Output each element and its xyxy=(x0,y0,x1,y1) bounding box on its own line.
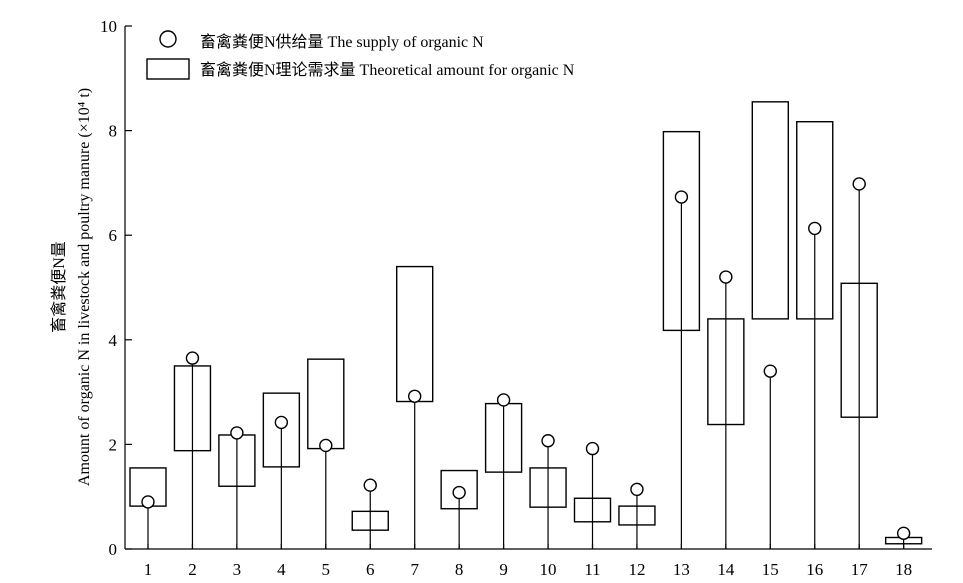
x-tick-label: 16 xyxy=(806,560,823,579)
demand-box xyxy=(796,121,834,320)
supply-point xyxy=(408,389,422,403)
legend-label-demand: 畜禽粪便N理论需求量 Theoretical amount for organi… xyxy=(200,61,575,79)
y-tick-label: 4 xyxy=(109,331,118,350)
supply-point xyxy=(141,495,155,509)
x-tick-label: 10 xyxy=(540,560,557,579)
supply-point xyxy=(674,190,689,204)
supply-point xyxy=(363,478,377,492)
x-tick-label: 17 xyxy=(851,560,869,579)
legend-label-supply: 畜禽粪便N供给量 The supply of organic N xyxy=(200,33,484,51)
x-tick-label: 8 xyxy=(455,560,464,579)
demand-box xyxy=(396,265,434,403)
y-tick-label: 0 xyxy=(109,540,118,559)
x-tick-label: 11 xyxy=(584,560,600,579)
supply-point xyxy=(808,221,822,236)
supply-point xyxy=(274,415,289,430)
legend-box-icon xyxy=(146,58,190,80)
supply-point xyxy=(185,351,200,365)
demand-box xyxy=(307,358,345,450)
x-tick-label: 1 xyxy=(144,560,153,579)
x-tick-label: 15 xyxy=(762,560,779,579)
y-axis-label-cn: 畜禽粪便N量 xyxy=(50,241,68,333)
x-tick-label: 12 xyxy=(628,560,645,579)
supply-point xyxy=(541,434,555,448)
x-tick-label: 18 xyxy=(895,560,912,579)
legend-circle-icon xyxy=(159,30,177,48)
x-tick-label: 9 xyxy=(499,560,508,579)
supply-point xyxy=(763,364,777,378)
supply-point xyxy=(319,438,333,453)
demand-box xyxy=(573,497,612,523)
supply-point xyxy=(719,270,733,284)
supply-point xyxy=(230,426,244,440)
legend: 畜禽粪便N供给量 The supply of organic N 畜禽粪便N理论需… xyxy=(146,30,575,80)
y-tick-label: 6 xyxy=(109,226,118,245)
supply-point xyxy=(585,441,600,456)
x-tick-label: 14 xyxy=(717,560,735,579)
x-tick-label: 13 xyxy=(673,560,690,579)
x-tick-label: 7 xyxy=(410,560,419,579)
demand-box xyxy=(173,365,212,452)
y-axis-label-en: Amount of organic N in livestock and pou… xyxy=(76,88,93,486)
y-tick-label: 10 xyxy=(100,17,117,36)
x-tick-label: 2 xyxy=(188,560,197,579)
marks xyxy=(129,101,923,549)
x-tick-label: 3 xyxy=(233,560,242,579)
demand-box xyxy=(262,392,301,468)
demand-box xyxy=(618,505,656,526)
supply-point xyxy=(852,177,866,191)
y-axis-labels: 畜禽粪便N量 Amount of organic N in livestock a… xyxy=(50,88,93,486)
supply-point xyxy=(496,393,511,407)
demand-box xyxy=(351,510,389,531)
demand-box xyxy=(440,469,478,510)
demand-box xyxy=(840,282,878,418)
x-tick-label: 6 xyxy=(366,560,375,579)
supply-point xyxy=(452,485,466,500)
y-tick-label: 8 xyxy=(109,122,118,141)
y-tick-label: 2 xyxy=(109,435,118,454)
x-tick-label: 5 xyxy=(322,560,331,579)
x-tick-label: 4 xyxy=(277,560,286,579)
demand-box xyxy=(707,318,745,426)
supply-point xyxy=(896,526,911,541)
demand-box xyxy=(529,467,567,508)
demand-box xyxy=(751,101,789,320)
demand-box xyxy=(662,130,701,332)
supply-point xyxy=(630,482,644,497)
